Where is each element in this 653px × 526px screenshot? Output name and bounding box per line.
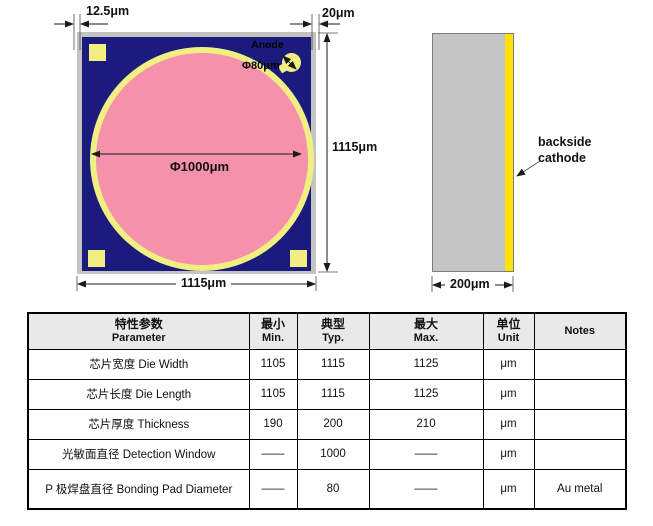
header-notes: Notes (533, 312, 627, 350)
table-row: P 极焊盘直径 Bonding Pad Diameter —— 80 —— μm… (27, 468, 627, 510)
table-row: 芯片长度 Die Length 1105 1115 1125 μm (27, 378, 627, 410)
backside-cathode-stripe (505, 34, 513, 271)
notes-cell (533, 408, 627, 440)
header-parameter: 特性参数 Parameter (27, 312, 250, 350)
param-cell: P 极焊盘直径 Bonding Pad Diameter (27, 468, 250, 510)
header-max-en: Max. (413, 332, 439, 345)
die-side-view (432, 33, 514, 272)
header-parameter-cn: 特性参数 (114, 317, 163, 332)
notes-cell (533, 348, 627, 380)
dim-label-edge-offset: 20μm (322, 6, 355, 20)
backside-cathode-label: backside cathode (538, 135, 592, 166)
header-min-en: Min. (262, 332, 284, 345)
notes-cell (533, 378, 627, 410)
max-cell: —— (368, 438, 484, 470)
header-unit-cn: 单位 (496, 317, 521, 332)
min-cell: 1105 (248, 378, 298, 410)
header-parameter-en: Parameter (111, 332, 166, 345)
min-cell: —— (248, 468, 298, 510)
unit-cell: μm (482, 468, 535, 510)
min-cell: —— (248, 438, 298, 470)
anode-label: Anode (251, 39, 284, 51)
corner-pad-bottom-right (290, 250, 307, 267)
max-cell: —— (368, 468, 484, 510)
corner-pad-top-left (89, 44, 106, 61)
min-cell: 190 (248, 408, 298, 440)
unit-cell: μm (482, 438, 535, 470)
table-row: 芯片宽度 Die Width 1105 1115 1125 μm (27, 348, 627, 380)
header-max: 最大 Max. (368, 312, 484, 350)
header-min-cn: 最小 (260, 317, 285, 332)
dim-label-die-width: 1115μm (176, 276, 232, 290)
dim-label-window-diameter: Φ1000μm (170, 159, 230, 174)
table-row: 芯片厚度 Thickness 190 200 210 μm (27, 408, 627, 440)
cathode-pointer-arrow (516, 160, 541, 177)
header-typ-en: Typ. (322, 332, 344, 345)
header-typ-cn: 典型 (320, 317, 345, 332)
dim-label-anode-pad: Φ80μm (242, 60, 280, 72)
table-row: 光敏面直径 Detection Window —— 1000 —— μm (27, 438, 627, 470)
header-max-cn: 最大 (413, 317, 438, 332)
die-body (82, 37, 314, 271)
max-cell: 1125 (368, 378, 484, 410)
header-unit-en: Unit (497, 332, 520, 345)
header-typ: 典型 Typ. (296, 312, 370, 350)
header-min: 最小 Min. (248, 312, 298, 350)
max-cell: 1125 (368, 348, 484, 380)
detection-window-circle (90, 47, 314, 271)
corner-pad-bottom-left (88, 250, 105, 267)
param-cell: 芯片宽度 Die Width (27, 348, 250, 380)
dim-label-thickness: 200μm (445, 277, 495, 291)
max-cell: 210 (368, 408, 484, 440)
spec-table: 特性参数 Parameter 最小 Min. 典型 Typ. 最大 Max. 单… (27, 312, 627, 510)
typ-cell: 200 (296, 408, 370, 440)
unit-cell: μm (482, 378, 535, 410)
typ-cell: 1115 (296, 378, 370, 410)
typ-cell: 1000 (296, 438, 370, 470)
unit-cell: μm (482, 408, 535, 440)
header-notes-label: Notes (564, 324, 596, 337)
header-unit: 单位 Unit (482, 312, 535, 350)
dim-label-border-offset: 12.5μm (86, 4, 130, 18)
param-cell: 芯片长度 Die Length (27, 378, 250, 410)
typ-cell: 1115 (296, 348, 370, 380)
unit-cell: μm (482, 348, 535, 380)
dim-label-die-height: 1115μm (332, 140, 378, 154)
die-top-view (77, 32, 316, 274)
notes-cell: Au metal (533, 468, 627, 510)
notes-cell (533, 438, 627, 470)
min-cell: 1105 (248, 348, 298, 380)
anode-bonding-pad (282, 53, 301, 72)
param-cell: 芯片厚度 Thickness (27, 408, 250, 440)
param-cell: 光敏面直径 Detection Window (27, 438, 250, 470)
typ-cell: 80 (296, 468, 370, 510)
table-header-row: 特性参数 Parameter 最小 Min. 典型 Typ. 最大 Max. 单… (27, 312, 627, 350)
